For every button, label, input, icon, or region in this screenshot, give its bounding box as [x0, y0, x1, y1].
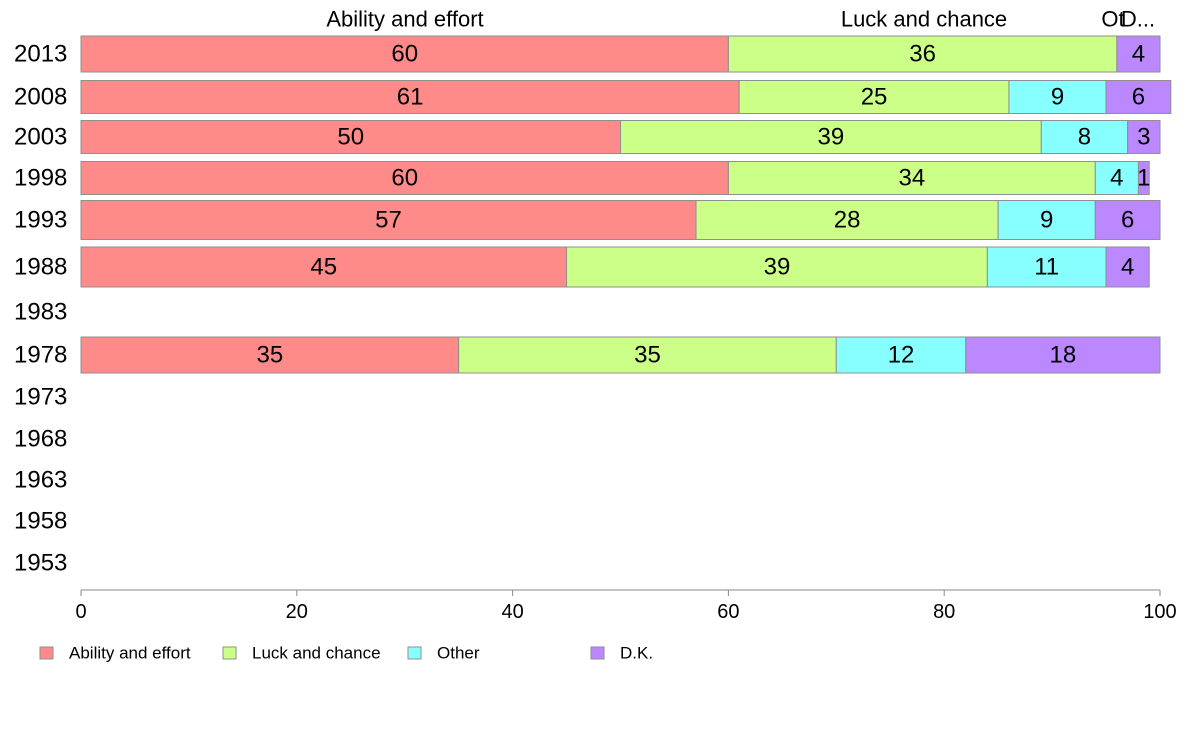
- data-label-1988-other: 11: [1034, 254, 1059, 281]
- x-tick-label-60: 60: [717, 601, 739, 623]
- bar-1988-ability-and-effort: [80, 246, 568, 288]
- category-label-2008: 2008: [14, 84, 67, 111]
- data-label-1993-ability-and-effort: 57: [375, 207, 402, 234]
- data-label-1998-d-k: 1: [1137, 165, 1150, 192]
- category-label-2003: 2003: [14, 124, 67, 151]
- series-header-d: D...: [1121, 7, 1155, 32]
- series-header-ability-and-effort: Ability and effort: [326, 7, 483, 32]
- bar-2003-d-k: [1127, 120, 1161, 154]
- data-label-2008-other: 9: [1051, 84, 1064, 111]
- category-label-1993: 1993: [14, 207, 67, 234]
- data-label-2003-other: 8: [1078, 124, 1091, 151]
- bar-1988-luck-and-chance: [566, 246, 988, 288]
- bar-1978-ability-and-effort: [80, 336, 460, 374]
- bar-1998-d-k: [1137, 161, 1150, 195]
- data-label-1988-ability-and-effort: 45: [310, 254, 337, 281]
- series-header-ot: Ot: [1101, 7, 1124, 32]
- legend-item-luck-and-chance: Luck and chance: [222, 644, 381, 663]
- category-label-1998: 1998: [14, 165, 67, 192]
- data-label-2008-d-k: 6: [1132, 84, 1145, 111]
- bar-1978-d-k: [965, 336, 1161, 374]
- category-label-2013: 2013: [14, 41, 67, 68]
- x-tick-label-20: 20: [286, 601, 308, 623]
- bar-2013-luck-and-chance: [727, 35, 1118, 73]
- legend-swatch-luck-and-chance: [222, 646, 237, 660]
- bar-1998-ability-and-effort: [80, 161, 729, 195]
- data-label-2003-luck-and-chance: 39: [818, 124, 845, 151]
- category-label-1978: 1978: [14, 342, 67, 369]
- x-axis: 0 20 40 60 80 100: [75, 589, 1177, 623]
- category-label-1988: 1988: [14, 254, 67, 281]
- x-tick-label-100: 100: [1143, 601, 1176, 623]
- legend-label-luck-and-chance: Luck and chance: [252, 644, 381, 663]
- data-label-2008-ability-and-effort: 61: [397, 84, 424, 111]
- bar-1993-other: [997, 200, 1096, 240]
- data-label-2008-luck-and-chance: 25: [861, 84, 888, 111]
- legend: Ability and effort Luck and chance Other D.…: [39, 644, 653, 663]
- x-tick-label-40: 40: [501, 601, 523, 623]
- data-label-2003-d-k: 3: [1137, 124, 1150, 151]
- data-label-1978-d-k: 18: [1050, 342, 1077, 369]
- data-label-2003-ability-and-effort: 50: [337, 124, 364, 151]
- data-label-2013-d-k: 4: [1132, 41, 1145, 68]
- series-header-luck-and-chance: Luck and chance: [841, 7, 1007, 32]
- bar-2003-other: [1040, 120, 1129, 154]
- x-tick-label-80: 80: [933, 601, 955, 623]
- legend-item-ability-and-effort: Ability and effort: [39, 644, 191, 663]
- category-labels: 2013 2008 2003 1998 1993 1988 1983 1978 1973 1968…: [14, 41, 67, 577]
- bar-1993-d-k: [1094, 200, 1161, 240]
- legend-swatch-ability-and-effort: [39, 646, 54, 660]
- data-label-1998-other: 4: [1110, 165, 1123, 192]
- bar-2008-other: [1008, 80, 1107, 114]
- bar-1998-luck-and-chance: [727, 161, 1096, 195]
- series-header-labels: Ability and effort Luck and chance OtD...: [326, 7, 1155, 32]
- data-label-1998-luck-and-chance: 34: [898, 165, 925, 192]
- data-label-1978-luck-and-chance: 35: [634, 342, 661, 369]
- data-label-2013-luck-and-chance: 36: [909, 41, 936, 68]
- bar-1998-other: [1094, 161, 1139, 195]
- category-label-1963: 1963: [14, 467, 67, 494]
- category-label-1973: 1973: [14, 384, 67, 411]
- bar-2008-d-k: [1105, 80, 1172, 114]
- bar-2003-ability-and-effort: [80, 120, 621, 154]
- bar-1993-ability-and-effort: [80, 200, 697, 240]
- bars: 60 36 461 25 9 650 39 8 360 34 4 157 28 9 645 39 11 435 35…: [80, 35, 1172, 374]
- legend-label-d-k: D.K.: [620, 644, 653, 663]
- legend-item-other: Other: [407, 644, 480, 663]
- legend-swatch-other: [407, 646, 422, 660]
- category-label-1968: 1968: [14, 426, 67, 453]
- data-label-1993-other: 9: [1040, 207, 1053, 234]
- data-label-1998-ability-and-effort: 60: [391, 165, 418, 192]
- category-label-1958: 1958: [14, 508, 67, 535]
- bar-2003-luck-and-chance: [620, 120, 1042, 154]
- bar-2008-luck-and-chance: [738, 80, 1010, 114]
- legend-item-d-k: D.K.: [590, 644, 653, 663]
- category-label-1953: 1953: [14, 550, 67, 577]
- data-label-1978-ability-and-effort: 35: [256, 342, 283, 369]
- data-label-1978-other: 12: [888, 342, 915, 369]
- data-label-1988-d-k: 4: [1121, 254, 1134, 281]
- bar-1993-luck-and-chance: [695, 200, 999, 240]
- legend-label-ability-and-effort: Ability and effort: [69, 644, 191, 663]
- data-label-1993-d-k: 6: [1121, 207, 1134, 234]
- bar-1978-luck-and-chance: [458, 336, 837, 374]
- bar-1988-d-k: [1105, 246, 1150, 288]
- data-label-1988-luck-and-chance: 39: [764, 254, 791, 281]
- data-label-2013-ability-and-effort: 60: [391, 41, 418, 68]
- data-label-1993-luck-and-chance: 28: [834, 207, 861, 234]
- legend-label-other: Other: [437, 644, 480, 663]
- legend-swatch-d-k: [590, 646, 605, 660]
- bar-2013-d-k: [1116, 35, 1161, 73]
- category-label-1983: 1983: [14, 299, 67, 326]
- x-tick-label-0: 0: [75, 601, 86, 623]
